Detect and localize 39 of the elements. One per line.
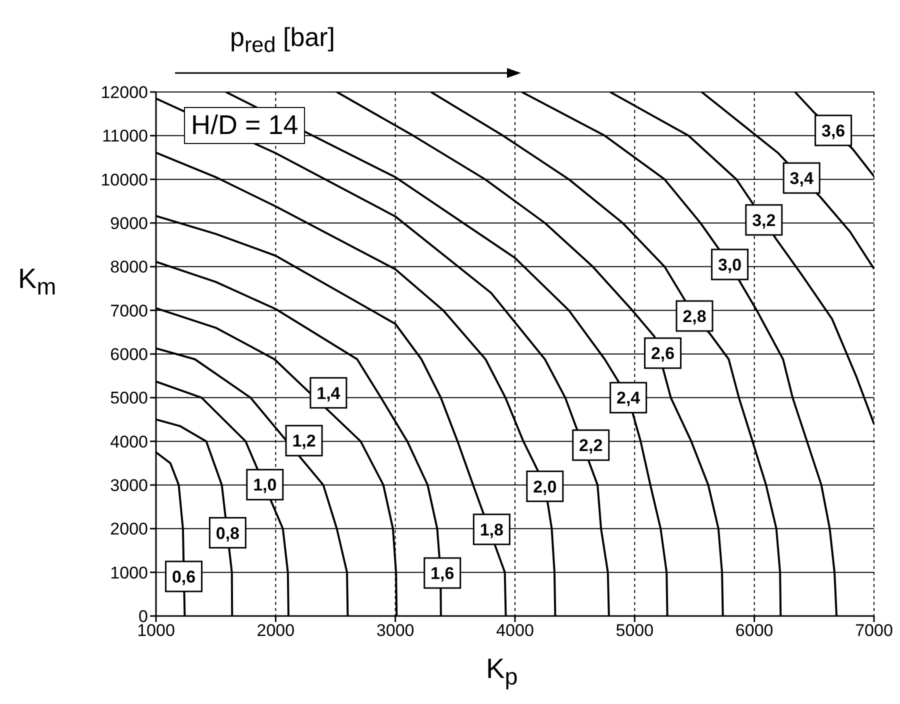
- x-tick-label: 3000: [376, 621, 414, 640]
- annotation: H/D = 14: [184, 107, 306, 144]
- y-tick-label: 8000: [110, 258, 148, 277]
- annotation: 3,6: [821, 121, 846, 140]
- y-tick-label: 1000: [110, 563, 148, 582]
- y-tick-label: 5000: [110, 388, 148, 408]
- annotation: 2,2: [579, 436, 603, 456]
- annotation: 1,4: [316, 384, 341, 403]
- x-tick-label: 1000: [137, 621, 175, 640]
- x-axis-title: K$_{p}$: [486, 653, 518, 691]
- y-tick-label: 3000: [110, 476, 148, 496]
- annotation: 0,8: [216, 524, 240, 543]
- y-tick-label: 11000: [102, 126, 148, 146]
- x-tick-label: 7000: [855, 621, 893, 640]
- y-tick-label: 2000: [110, 520, 148, 539]
- chart-title: p$_{red}$ [bar]: [230, 22, 336, 58]
- annotation: 2,0: [533, 477, 557, 496]
- x-tick-label: 5000: [616, 621, 654, 640]
- y-tick-label: 6000: [110, 345, 148, 364]
- annotation: 3,4: [790, 169, 814, 188]
- x-tick-label: 6000: [735, 621, 774, 640]
- annotation: 2,4: [616, 388, 641, 408]
- annotation: 1,8: [480, 520, 504, 540]
- y-tick-label: 12000: [100, 83, 148, 102]
- y-tick-label: 7000: [110, 301, 148, 320]
- annotation: 0,6: [172, 567, 196, 586]
- annotation: 1,6: [430, 564, 454, 584]
- y-axis-title: K$_{m}$: [18, 263, 56, 301]
- annotation: 1,2: [292, 432, 316, 451]
- annotation: 3,0: [718, 255, 742, 274]
- annotation: 2,6: [650, 344, 675, 364]
- y-tick-label: 9000: [110, 214, 148, 234]
- annotation: 1,0: [253, 476, 277, 495]
- annotation: 3,2: [752, 210, 776, 230]
- y-tick-label: 4000: [110, 432, 148, 452]
- x-tick-label: 2000: [256, 621, 295, 640]
- y-tick-label: 10000: [100, 170, 148, 190]
- x-tick-label: 4000: [496, 621, 534, 640]
- annotation: 2,8: [682, 307, 706, 326]
